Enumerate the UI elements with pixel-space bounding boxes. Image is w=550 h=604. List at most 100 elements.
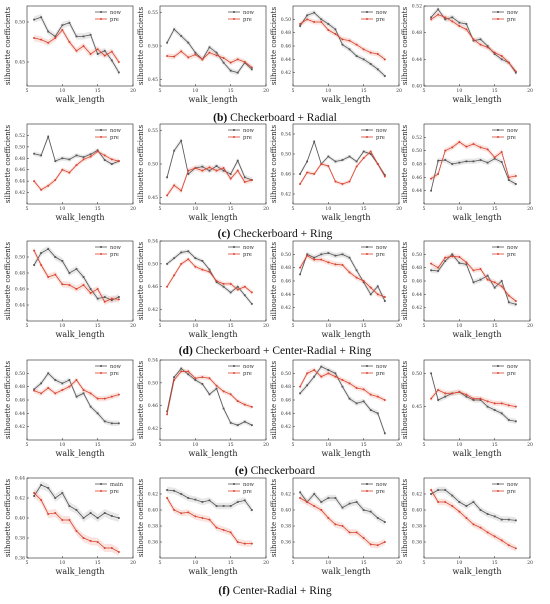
y-tick-label: 0.42 <box>412 492 422 498</box>
data-point <box>299 392 301 395</box>
data-point <box>236 169 239 172</box>
data-point <box>40 264 43 266</box>
data-point <box>236 159 239 162</box>
data-point <box>507 301 510 304</box>
data-point <box>215 384 218 387</box>
legend-label: pre <box>243 489 252 495</box>
data-point <box>514 70 517 73</box>
y-tick-label: 0.48 <box>15 271 25 277</box>
data-point <box>68 284 71 286</box>
y-tick-label: 0.50 <box>281 252 291 258</box>
x-tick-label: 15 <box>361 88 367 94</box>
series-band <box>431 156 516 194</box>
data-point <box>369 153 372 155</box>
x-tick-label: 20 <box>263 323 269 329</box>
data-point <box>47 135 50 138</box>
data-point <box>180 493 183 495</box>
data-point <box>444 16 447 19</box>
data-point <box>222 505 225 507</box>
data-point <box>430 189 432 192</box>
data-point <box>89 153 92 156</box>
data-point <box>479 509 482 511</box>
data-point <box>82 392 85 395</box>
data-point <box>33 152 35 155</box>
x-tick-label: 5 <box>423 323 426 329</box>
data-point <box>110 422 113 425</box>
legend-label: now <box>376 245 387 251</box>
data-point <box>437 266 440 269</box>
legend-label: now <box>507 10 518 16</box>
data-point <box>222 57 225 59</box>
data-point <box>68 158 71 161</box>
data-point <box>194 515 197 518</box>
x-tick-label: 20 <box>130 560 136 566</box>
y-tick-label: 0.42 <box>412 305 422 311</box>
data-point <box>348 397 351 400</box>
data-point <box>348 271 351 274</box>
data-point <box>458 141 461 143</box>
x-tick-label: 15 <box>492 560 498 566</box>
data-point <box>507 544 510 547</box>
y-axis-label: silhouette coefficients <box>270 125 278 204</box>
data-point <box>451 20 454 23</box>
data-point <box>96 412 99 415</box>
legend-label: pre <box>243 17 252 23</box>
legend-label: pre <box>507 371 516 377</box>
y-tick-label: 0.48 <box>412 265 422 271</box>
series-band <box>34 247 119 305</box>
data-point <box>75 268 78 270</box>
data-point <box>369 543 372 546</box>
series-band <box>167 257 252 295</box>
y-tick-label: 0.45 <box>148 195 158 201</box>
plot-frame <box>423 477 531 559</box>
y-tick-label: 0.40 <box>281 508 291 514</box>
data-point <box>362 388 365 391</box>
legend-marker <box>497 11 499 13</box>
data-point <box>465 517 468 519</box>
data-point <box>355 531 358 534</box>
data-point <box>89 292 92 294</box>
data-point <box>61 389 64 391</box>
data-point <box>40 499 43 501</box>
data-point <box>299 497 302 499</box>
legend-label: now <box>507 128 518 134</box>
data-point <box>383 399 386 401</box>
legend-marker <box>366 253 368 255</box>
legend-marker <box>366 136 368 138</box>
legend-marker <box>100 253 102 255</box>
chart-panel: 5 10 15 20 0.42 0.44 0.46 0.48 0.50 walk_length si… <box>270 359 402 458</box>
data-point <box>320 501 323 503</box>
x-tick-label: 10 <box>325 442 331 448</box>
series-band <box>167 138 252 183</box>
data-point <box>465 261 468 264</box>
data-point <box>117 298 120 301</box>
data-point <box>117 551 120 553</box>
data-point <box>320 18 323 21</box>
data-point <box>229 177 232 180</box>
data-point <box>465 505 468 507</box>
data-point <box>334 375 337 378</box>
chart-panel: 5 10 15 20 0.42 0.46 0.50 0.54 walk_length silhou… <box>137 239 269 340</box>
data-point <box>458 256 461 258</box>
series-band <box>431 486 516 552</box>
legend-label: pre <box>507 489 516 495</box>
x-tick-label: 10 <box>456 560 462 566</box>
data-point <box>194 377 197 380</box>
y-tick-label: 0.50 <box>412 252 422 258</box>
chart-panel: 5 10 15 20 0.42 0.44 0.46 0.48 0.50 walk_length si… <box>4 359 136 458</box>
data-point <box>68 171 71 174</box>
data-point <box>479 397 482 400</box>
series-band <box>167 164 252 198</box>
caption-c: (c) Checkerboard + Ring <box>218 228 333 240</box>
data-point <box>194 53 197 56</box>
x-tick-label: 10 <box>325 323 331 329</box>
data-point <box>82 156 85 159</box>
data-point <box>348 155 351 158</box>
data-point <box>215 526 218 529</box>
data-point <box>208 166 211 169</box>
data-point <box>180 512 183 515</box>
data-point <box>166 489 168 491</box>
data-point <box>33 388 35 391</box>
data-point <box>47 41 50 44</box>
y-tick-label: 0.42 <box>148 307 158 313</box>
